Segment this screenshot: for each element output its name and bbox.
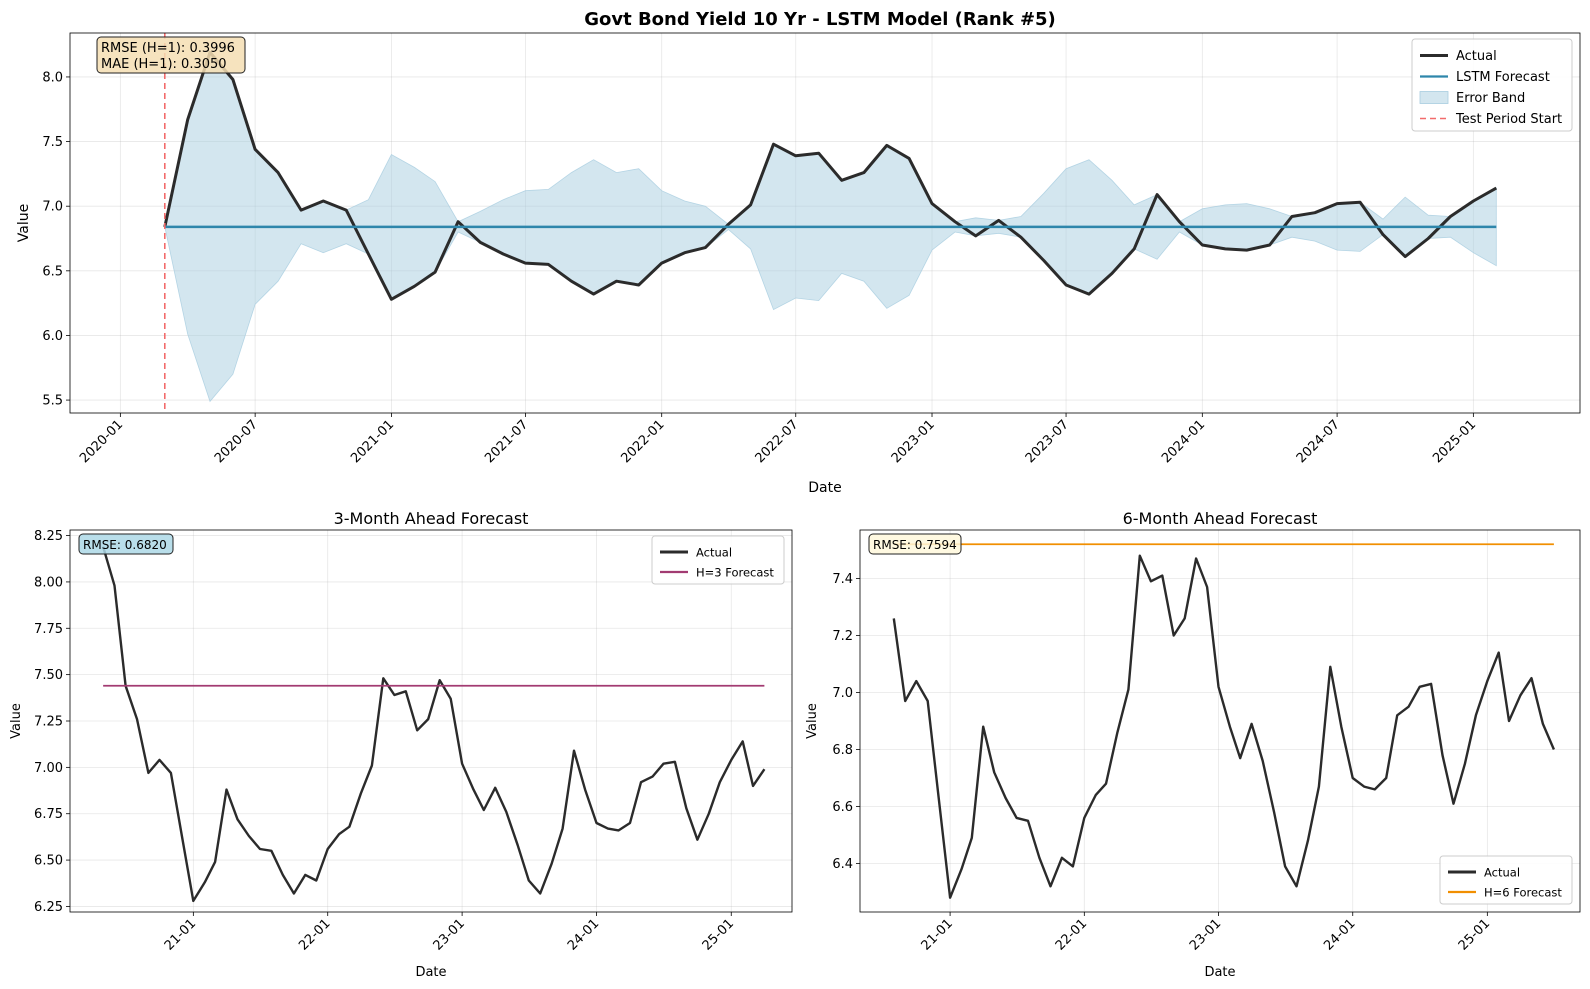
y-tick-label: 6.8 <box>832 743 853 758</box>
y-tick-label: 7.4 <box>832 572 853 587</box>
y-tick-label: 6.75 <box>34 807 63 822</box>
y-axis-label: Value <box>9 703 24 739</box>
metrics-annotation-text: RMSE (H=1): 0.3996 <box>101 41 235 56</box>
legend-label: Error Band <box>1456 91 1525 106</box>
y-axis-label: Value <box>16 204 32 242</box>
x-axis-label: Date <box>415 965 446 980</box>
legend-label: Test Period Start <box>1455 112 1562 127</box>
legend-swatch-band <box>1419 91 1449 104</box>
legend-label: H=3 Forecast <box>696 566 774 580</box>
y-tick-label: 6.5 <box>42 264 63 279</box>
actual-series-line <box>101 546 766 903</box>
metrics-annotation-text: MAE (H=1): 0.3050 <box>101 57 227 72</box>
metrics-annotation-box <box>78 533 174 555</box>
legend: Actual H=6 Forecast <box>1439 855 1573 905</box>
legend: Actual H=3 Forecast <box>651 535 785 585</box>
metrics-annotation-box <box>868 533 962 555</box>
y-tick-label: 8.0 <box>42 70 63 85</box>
metrics-annotation-text: RMSE: 0.7594 <box>873 538 957 552</box>
legend-label: H=6 Forecast <box>1484 886 1562 900</box>
y-tick-label: 7.00 <box>34 761 63 776</box>
plot-frame <box>69 32 1581 414</box>
plot-frame <box>859 529 1581 913</box>
subplot-title: 3-Month Ahead Forecast <box>334 509 529 528</box>
actual-series-line <box>163 50 1498 301</box>
legend-label: LSTM Forecast <box>1456 70 1550 85</box>
y-tick-label: 5.5 <box>42 394 63 409</box>
legend-label: Actual <box>696 546 732 560</box>
x-axis-label: Date <box>808 480 841 496</box>
y-tick-label: 6.4 <box>832 857 853 872</box>
legend-box <box>1411 38 1573 132</box>
actual-series-line <box>892 554 1556 899</box>
figure-title: Govt Bond Yield 10 Yr - LSTM Model (Rank… <box>584 9 1056 30</box>
x-axis-label: Date <box>1204 965 1235 980</box>
subplot-title: 6-Month Ahead Forecast <box>1123 509 1318 528</box>
y-tick-label: 6.50 <box>34 854 63 869</box>
legend-label: Actual <box>1484 866 1520 880</box>
y-tick-label: 7.5 <box>42 135 63 150</box>
y-tick-label: 7.0 <box>42 200 63 215</box>
y-tick-label: 6.0 <box>42 329 63 344</box>
y-tick-label: 7.50 <box>34 668 63 683</box>
y-tick-label: 8.00 <box>34 575 63 590</box>
y-tick-label: 7.0 <box>832 686 853 701</box>
y-tick-label: 7.25 <box>34 715 63 730</box>
y-tick-label: 6.25 <box>34 900 63 915</box>
y-tick-label: 7.75 <box>34 622 63 637</box>
metrics-annotation-text: RMSE: 0.6820 <box>83 538 167 552</box>
y-tick-label: 7.2 <box>832 629 853 644</box>
y-axis-label: Value <box>805 703 820 739</box>
legend: Actual LSTM Forecast Error Band Test Period… <box>1411 38 1573 132</box>
legend-label: Actual <box>1456 49 1497 64</box>
y-tick-label: 6.6 <box>832 800 853 815</box>
plot-frame <box>69 529 793 913</box>
y-tick-label: 8.25 <box>34 529 63 544</box>
metrics-annotation-box <box>96 36 246 74</box>
